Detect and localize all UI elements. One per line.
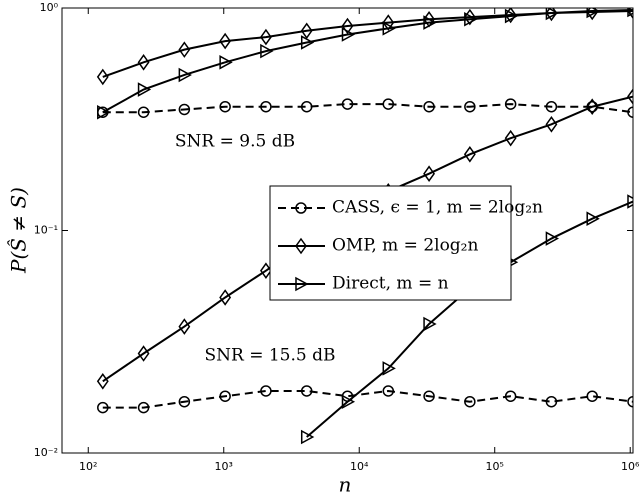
annotation: SNR = 15.5 dB — [204, 346, 335, 366]
marker — [178, 67, 192, 83]
marker — [260, 28, 272, 46]
marker — [300, 429, 315, 445]
marker — [423, 100, 435, 113]
marker — [341, 17, 354, 35]
marker — [178, 103, 191, 116]
marker — [260, 385, 272, 397]
marker — [96, 68, 109, 86]
marker — [382, 361, 396, 376]
marker — [627, 106, 633, 118]
marker — [464, 395, 476, 408]
marker — [586, 390, 598, 402]
x-tick-label: 10³ — [215, 460, 233, 473]
legend-label: CASS, ϵ = 1, m = 2log₂n — [332, 198, 543, 218]
marker — [178, 318, 191, 335]
series-line — [102, 389, 633, 409]
legend-box — [269, 185, 512, 301]
marker — [219, 390, 231, 402]
y-tick-label: 10⁰ — [40, 1, 59, 14]
marker — [627, 395, 633, 408]
marker — [178, 395, 191, 408]
marker — [545, 8, 558, 22]
marker — [586, 8, 600, 19]
series-line — [102, 103, 633, 114]
marker — [586, 98, 599, 116]
series-line — [102, 8, 633, 114]
marker — [260, 43, 274, 59]
marker — [423, 165, 435, 182]
marker — [295, 276, 309, 292]
marker — [504, 8, 519, 24]
marker — [300, 22, 313, 40]
marker — [463, 146, 476, 163]
marker — [545, 116, 558, 133]
marker — [504, 390, 517, 402]
marker — [137, 106, 150, 118]
marker — [382, 385, 395, 397]
legend-label: OMP, m = 2log₂n — [332, 236, 479, 256]
x-tick-label: 10⁵ — [486, 460, 504, 473]
marker — [382, 21, 396, 36]
marker — [545, 231, 559, 246]
marker — [504, 98, 517, 110]
marker — [627, 194, 633, 209]
marker — [219, 55, 233, 70]
marker — [545, 8, 559, 21]
marker — [97, 401, 109, 414]
marker — [504, 129, 517, 147]
marker — [137, 401, 150, 414]
marker — [300, 385, 313, 397]
marker — [545, 395, 558, 408]
x-axis-label: n — [339, 473, 352, 496]
marker — [295, 237, 307, 255]
marker — [341, 98, 354, 110]
marker — [545, 100, 558, 113]
marker — [464, 11, 478, 27]
marker — [97, 104, 111, 120]
x-tick-label: 10⁴ — [350, 460, 369, 473]
legend: CASS, ϵ = 1, m = 2log₂n OMP, m = 2log₂n Di… — [269, 185, 543, 301]
marker — [341, 27, 356, 42]
marker — [260, 100, 272, 113]
y-axis-label: P(Ŝ ≠ S) — [6, 187, 31, 274]
marker — [423, 316, 437, 332]
marker — [586, 211, 600, 226]
marker — [96, 373, 109, 390]
marker — [627, 8, 633, 18]
marker — [300, 35, 315, 50]
x-tick-label: 10⁶ — [621, 460, 640, 473]
y-tick-label: 10⁻² — [34, 446, 58, 459]
marker — [260, 262, 272, 279]
marker — [137, 54, 150, 71]
marker — [341, 394, 356, 409]
x-tick-label: 10² — [79, 460, 97, 473]
marker — [137, 82, 152, 97]
marker — [423, 15, 437, 30]
marker — [295, 202, 307, 214]
marker — [504, 8, 517, 24]
annotation: SNR = 9.5 dB — [175, 132, 295, 152]
marker — [382, 14, 395, 31]
marker — [219, 100, 231, 113]
marker — [219, 289, 232, 306]
marker — [423, 390, 435, 402]
marker — [178, 41, 191, 58]
marker — [219, 32, 232, 50]
y-tick-label: 10⁻¹ — [34, 224, 58, 237]
marker — [137, 345, 150, 362]
legend-label: Direct, m = n — [332, 274, 449, 294]
marker — [627, 88, 633, 105]
marker — [627, 8, 633, 20]
marker — [300, 100, 313, 113]
marker — [382, 98, 395, 110]
marker — [464, 100, 476, 113]
